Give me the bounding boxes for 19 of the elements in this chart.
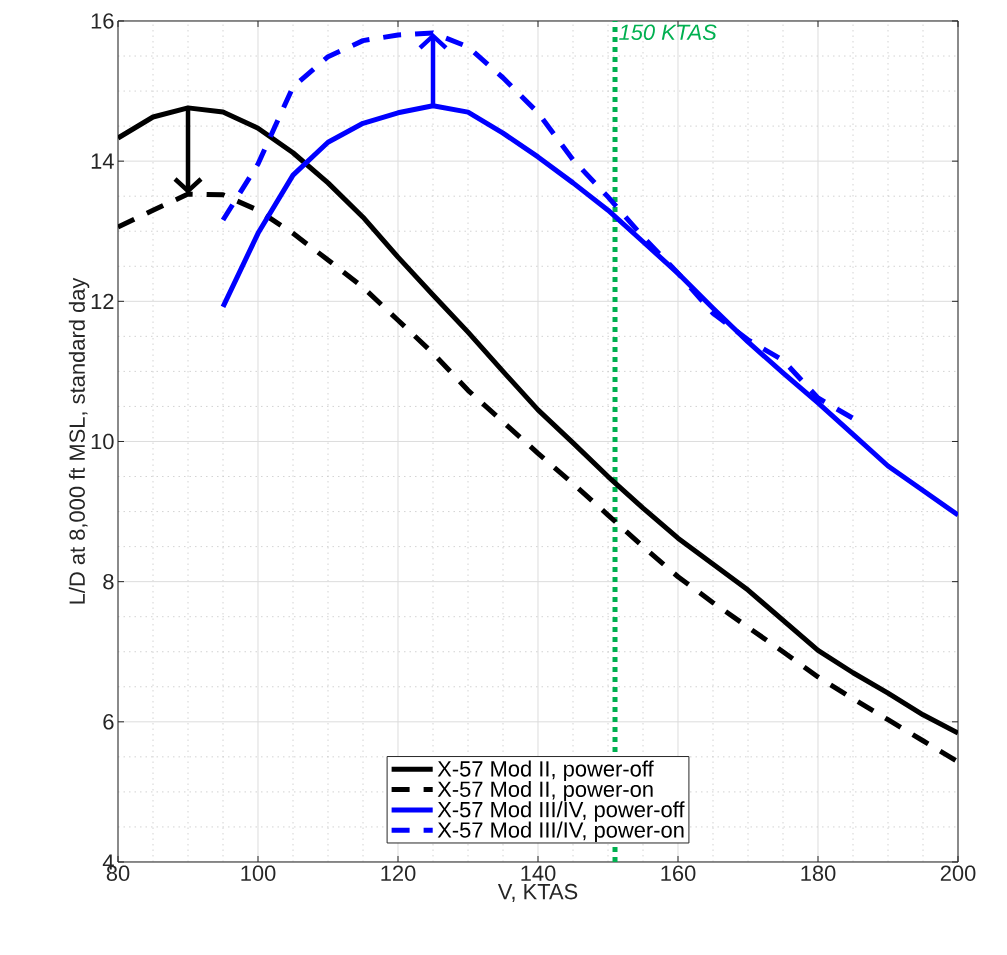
legend-label: X-57 Mod III/IV, power-off (437, 801, 685, 822)
x-tick-label: 120 (381, 865, 416, 882)
x-tick-label: 160 (661, 865, 696, 882)
x-tick-label: 180 (801, 865, 836, 882)
legend-label: X-57 Mod III/IV, power-on (437, 821, 684, 843)
y-axis-title: L/D at 8,000 ft MSL, standard day (68, 277, 90, 604)
x-tick-label: 100 (241, 865, 276, 882)
y-tick-label: 6 (103, 714, 114, 730)
y-tick-label: 16 (91, 13, 114, 29)
ref-line-label: 150 KTAS (619, 24, 717, 41)
legend-label: X-57 Mod II, power-off (437, 760, 654, 781)
y-tick-label: 8 (103, 573, 114, 590)
legend-label: X-57 Mod II, power-on (437, 780, 653, 802)
y-tick-label: 14 (91, 153, 114, 169)
y-tick-label: 12 (91, 293, 114, 309)
x-axis-title: V, KTAS (497, 883, 578, 902)
y-tick-label: 10 (91, 433, 114, 450)
x-tick-label: 200 (940, 865, 976, 882)
x-tick-label: 140 (521, 865, 556, 882)
